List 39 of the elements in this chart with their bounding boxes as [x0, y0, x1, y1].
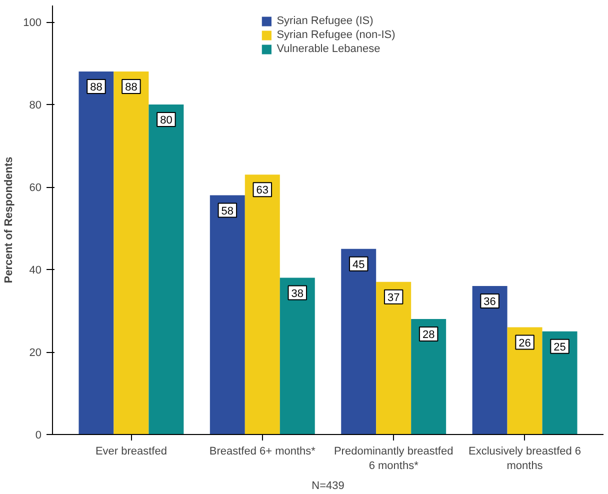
- bar: [341, 248, 376, 434]
- x-tick-label: Predominantly breastfed 6 months*: [334, 446, 454, 472]
- legend-label: Syrian Refugee (non-IS): [276, 29, 396, 41]
- y-tick-label: 100: [23, 17, 42, 29]
- data-label: 37: [387, 292, 400, 304]
- data-label: 26: [518, 337, 531, 350]
- y-axis-title: Percent of Respondents: [3, 156, 16, 284]
- bar: [507, 327, 542, 434]
- bar: [472, 286, 508, 434]
- x-axis-title: N=439: [312, 480, 344, 492]
- data-label: 36: [484, 296, 496, 308]
- y-tick-label: 80: [29, 100, 42, 112]
- bar: [114, 72, 149, 434]
- bar: [210, 195, 245, 434]
- bar: [280, 278, 315, 434]
- bar: [78, 72, 114, 434]
- x-tick-label: Ever breastfed: [95, 446, 167, 458]
- bar: [244, 174, 280, 434]
- data-label: 88: [125, 82, 138, 94]
- data-label: 88: [90, 82, 102, 94]
- data-label: 80: [160, 114, 172, 126]
- x-tick-label: Breastfed 6+ months*: [209, 446, 316, 458]
- y-tick-label: 0: [35, 430, 42, 442]
- data-label: 63: [256, 184, 269, 197]
- legend-label: Syrian Refugee (IS): [276, 15, 374, 27]
- data-label: 28: [422, 329, 435, 341]
- data-label: 25: [554, 341, 566, 354]
- bar: [542, 331, 578, 434]
- y-tick-label: 60: [29, 182, 42, 194]
- bar: [376, 282, 412, 434]
- data-label: 45: [352, 258, 365, 271]
- data-label: 58: [221, 205, 234, 218]
- y-tick-label: 20: [29, 347, 42, 359]
- y-tick-label: 40: [29, 264, 42, 276]
- bar: [411, 319, 446, 434]
- bar: [148, 104, 184, 434]
- x-tick-label: Exclusively breastfed 6 months: [468, 446, 582, 472]
- legend-label: Vulnerable Lebanese: [276, 43, 380, 55]
- data-label: 38: [291, 288, 304, 300]
